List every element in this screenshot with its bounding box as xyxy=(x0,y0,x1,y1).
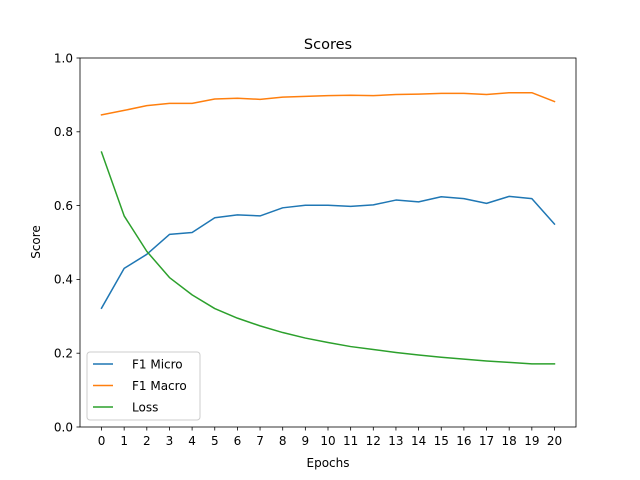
series-line-0 xyxy=(100,195,556,310)
axes-frame xyxy=(79,57,577,428)
y-tick-label: 0.8 xyxy=(54,125,73,139)
x-tick-label: 17 xyxy=(479,434,494,448)
legend-label: Loss xyxy=(132,400,158,414)
x-tick-label: 6 xyxy=(234,434,242,448)
x-tick-label: 1 xyxy=(120,434,128,448)
y-tick-label: 0.4 xyxy=(54,273,73,287)
x-tick-label: 18 xyxy=(502,434,517,448)
x-tick-label: 8 xyxy=(279,434,287,448)
legend-box xyxy=(86,351,201,421)
x-tick-label: 20 xyxy=(547,434,562,448)
y-tick-label: 0.6 xyxy=(54,199,73,213)
y-tick-label: 0.2 xyxy=(54,347,73,361)
x-tick-label: 13 xyxy=(388,434,403,448)
legend-label: F1 Micro xyxy=(132,357,183,371)
x-tick-label: 5 xyxy=(211,434,219,448)
x-tick-label: 15 xyxy=(434,434,449,448)
x-axis-label: Epochs xyxy=(307,456,350,470)
y-tick-label: 1.0 xyxy=(54,51,73,65)
x-tick-label: 2 xyxy=(143,434,151,448)
x-tick-label: 9 xyxy=(302,434,310,448)
x-tick-label: 16 xyxy=(456,434,471,448)
x-tick-label: 10 xyxy=(320,434,335,448)
x-tick-label: 4 xyxy=(188,434,196,448)
legend: F1 Micro F1 Macro Loss xyxy=(86,351,201,421)
plot-area xyxy=(100,91,556,365)
series-line-1 xyxy=(100,91,556,116)
series-line-2 xyxy=(100,151,556,365)
y-tick-label: 0.0 xyxy=(54,420,73,434)
x-tick-label: 12 xyxy=(366,434,381,448)
legend-label: F1 Macro xyxy=(132,379,187,393)
chart-title: Scores xyxy=(304,37,352,53)
x-tick-label: 11 xyxy=(343,434,358,448)
x-tick-label: 19 xyxy=(524,434,539,448)
x-tick-label: 7 xyxy=(256,434,264,448)
x-tick-label: 0 xyxy=(98,434,106,448)
x-tick-label: 14 xyxy=(411,434,426,448)
x-tick-label: 3 xyxy=(166,434,174,448)
y-axis-label: Score xyxy=(29,225,43,259)
axes: 0 1 2 3 4 5 6 7 8 9 10 11 12 13 14 15 16 17 18 19 200.00.20.… xyxy=(54,51,577,448)
